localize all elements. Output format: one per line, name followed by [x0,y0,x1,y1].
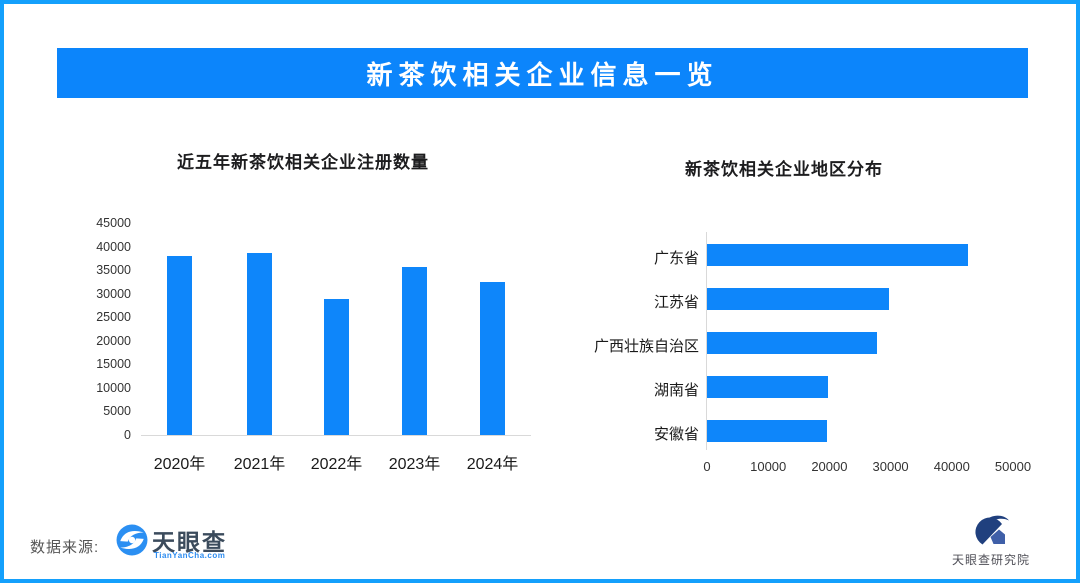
x-axis-category-label: 2021年 [233,456,286,473]
region-category-label: 安徽省 [653,426,699,443]
x-axis-category-label: 2024年 [466,456,519,473]
y-axis-tick-label: 35000 [96,263,131,277]
x-axis-tick-label: 50000 [994,459,1032,474]
x-axis-tick-label: 30000 [872,459,909,474]
registration-bar [167,255,192,436]
region-category-label: 广东省 [653,250,699,267]
tianyancha-brand-name: 天眼查 [152,529,227,555]
page-title: 新茶饮相关企业信息一览 [366,59,719,90]
region-category-label: 江苏省 [653,294,699,311]
region-bar [707,244,968,266]
title-banner: 新茶饮相关企业信息一览 [57,48,1028,98]
region-bar [707,376,829,398]
y-axis-tick-label: 30000 [96,286,131,301]
y-axis-tick-label: 20000 [96,333,131,348]
region-chart-title: 新茶饮相关企业地区分布 [685,160,883,179]
x-axis-tick-label: 0 [703,459,711,474]
y-axis-tick-label: 0 [124,427,131,442]
registration-bar [480,281,505,436]
y-axis-tick-label: 25000 [96,310,131,324]
region-bar [707,332,877,354]
x-axis-tick-label: 10000 [750,459,787,474]
y-axis-tick-label: 45000 [96,216,131,230]
registration-bar [324,298,349,436]
y-axis-tick-label: 5000 [103,404,131,418]
tianyancha-logo-icon [116,524,148,556]
x-axis-tick-label: 40000 [933,459,970,474]
x-axis-tick-label: 20000 [811,459,848,474]
institute-block: 天眼查研究院 [931,514,1051,568]
region-bar [707,288,889,310]
registration-bar [402,266,427,436]
registration-chart-title: 近五年新茶饮相关企业注册数量 [177,153,429,172]
x-axis-category-label: 2020年 [153,456,206,473]
institute-name: 天眼查研究院 [951,553,1030,567]
y-axis-line [706,232,707,450]
region-bar [707,420,827,442]
region-category-label: 湖南省 [653,382,699,399]
x-axis-line [141,435,531,436]
tianyancha-institute-logo-icon [975,515,1009,545]
tianyancha-brand-domain: TianYanCha.com [154,551,226,560]
y-axis-tick-label: 15000 [96,357,131,371]
y-axis-tick-label: 10000 [96,380,131,395]
x-axis-category-label: 2022年 [310,456,363,473]
data-source-label: 数据来源: [30,539,100,556]
x-axis-category-label: 2023年 [388,456,441,473]
y-axis-tick-label: 40000 [96,239,131,254]
region-category-label: 广西壮族自治区 [593,338,699,355]
registration-bar [247,253,272,436]
